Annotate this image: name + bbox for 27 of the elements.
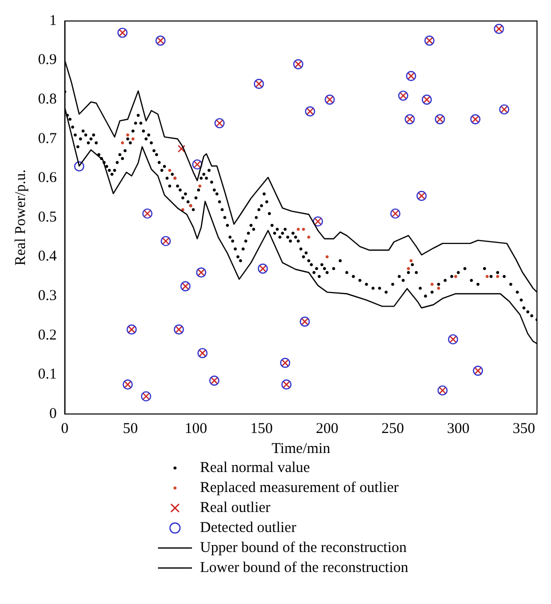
legend-label: Upper bound of the reconstruction — [200, 539, 407, 558]
x-tick-label: 150 — [250, 420, 273, 437]
y-tick-label: 0.6 — [38, 170, 58, 186]
y-tick-label: 0.7 — [38, 130, 58, 147]
legend-label: Detected outlier — [200, 519, 296, 538]
x-tick-label: 250 — [381, 420, 404, 437]
x-tick-label: 350 — [512, 420, 536, 437]
y-tick-label: 1 — [49, 12, 57, 29]
y-tick-label: 0.8 — [38, 92, 57, 108]
y-tick-label: 0.2 — [38, 327, 57, 344]
x-tick-label: 300 — [447, 420, 470, 437]
y-tick-label: 0.5 — [38, 209, 57, 226]
x-axis-title: Time/min — [272, 440, 331, 457]
y-axis-title: Real Power/p.u. — [12, 169, 29, 266]
x-tick-label: 0 — [61, 420, 68, 437]
legend-label: Real outlier — [200, 499, 270, 518]
legend-label: Replaced measurement of outlier — [200, 479, 399, 498]
legend-label: Real normal value — [200, 459, 310, 478]
y-tick-label: 0 — [49, 406, 57, 422]
legend-label: Lower bound of the reconstruction — [200, 559, 408, 578]
y-tick-label: 0.3 — [38, 288, 57, 304]
y-tick-label: 0.4 — [38, 248, 58, 265]
x-tick-label: 50 — [122, 420, 138, 437]
y-tick-label: 0.9 — [38, 52, 57, 68]
x-tick-label: 100 — [184, 420, 208, 437]
y-tick-label: 0.1 — [38, 366, 57, 383]
x-tick-label: 200 — [316, 420, 338, 437]
